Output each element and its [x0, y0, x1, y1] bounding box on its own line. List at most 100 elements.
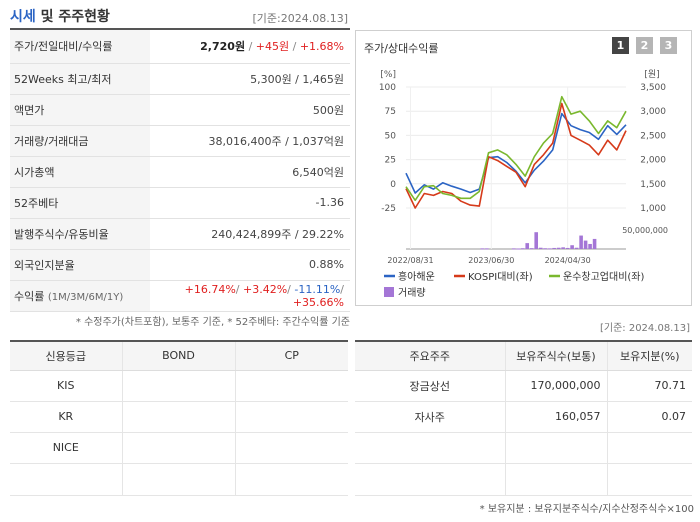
- row-value: -1.36: [150, 187, 350, 219]
- chart-tab-3[interactable]: 3: [660, 37, 677, 54]
- row-label: 거래량/거래대금: [10, 125, 150, 157]
- table-row: KIS: [10, 370, 348, 402]
- volume-bar: [529, 248, 534, 250]
- section-title-rest: 및 주주현황: [35, 9, 110, 25]
- legend-swatch: [384, 287, 394, 297]
- right-tick-label: 1,000: [640, 204, 666, 214]
- rating-agency: KR: [10, 401, 122, 433]
- volume-bar: [511, 248, 516, 250]
- table-row: 액면가 500원: [10, 94, 350, 126]
- table-row: 발행주식수/유동비율 240,424,899주 / 29.22%: [10, 218, 350, 250]
- right-tick-label: 2,000: [640, 156, 666, 166]
- volume-tick-label: 50,000,000: [622, 226, 668, 235]
- row-label: 수익률 (1M/3M/6M/1Y): [10, 280, 150, 312]
- rating-agency: NICE: [10, 432, 122, 464]
- price-change-rate: +1.68%: [299, 40, 344, 54]
- holder-shares: 160,057: [504, 401, 607, 433]
- volume-bar: [538, 247, 543, 249]
- row-value: 2,720원 / +45원 / +1.68%: [150, 30, 350, 64]
- row-value: 240,424,899주 / 29.22%: [150, 218, 350, 250]
- chart-panel: [%] [원] 100 3,500 75 3,000 50 2,500 25 2,000 0 1,50…: [355, 30, 692, 306]
- holder-name: 자사주: [355, 401, 505, 433]
- return-6m: -11.11%: [294, 282, 341, 296]
- table-row: 장금상선 170,000,000 70.71: [355, 370, 692, 402]
- price-change: +45원: [255, 40, 290, 54]
- row-label: 외국인지분율: [10, 249, 150, 281]
- volume-bar: [565, 247, 570, 249]
- row-label: 52주베타: [10, 187, 150, 219]
- holder-shares: [504, 432, 607, 464]
- volume-bar: [552, 247, 556, 249]
- rating-agency: KIS: [10, 370, 122, 402]
- rating-agency: [10, 463, 122, 496]
- volume-bar: [592, 238, 597, 249]
- base-date: [기준:2024.08.13]: [252, 12, 348, 25]
- chart-tab-2[interactable]: 2: [636, 37, 653, 54]
- right-axis-unit: [원]: [644, 69, 659, 80]
- volume-bar: [525, 243, 530, 249]
- volume-bar: [579, 235, 583, 249]
- price-table: 주가/전일대비/수익률 2,720원 / +45원 / +1.68% 52Wee…: [10, 30, 350, 312]
- chart-tab-1[interactable]: 1: [612, 37, 629, 54]
- table-row: 주가/전일대비/수익률 2,720원 / +45원 / +1.68%: [10, 30, 350, 64]
- row-value: +16.74%/ +3.42%/ -11.11%/ +35.66%: [150, 280, 350, 312]
- section-title-main: 시세: [10, 9, 36, 25]
- volume-bar: [480, 248, 485, 250]
- right-tick-label: 3,500: [640, 83, 666, 93]
- credit-rating-table: 신용등급 BOND CP KIS KR NICE: [10, 340, 348, 496]
- right-tick-label: 3,000: [640, 107, 666, 117]
- holder-name: 장금상선: [355, 370, 505, 402]
- x-tick-label: 2024/04/30: [545, 256, 591, 265]
- x-tick-label: 2022/08/31: [387, 256, 433, 265]
- row-value: 6,540억원: [150, 156, 350, 188]
- holder-name: [355, 463, 505, 496]
- table-row: 수익률 (1M/3M/6M/1Y) +16.74%/ +3.42%/ -11.1…: [10, 280, 350, 312]
- volume-bar: [574, 247, 579, 249]
- right-tick-label: 1,500: [640, 180, 666, 190]
- row-label: 52Weeks 최고/최저: [10, 63, 150, 95]
- volume-bar: [570, 245, 574, 249]
- col-header: 보유지분(%): [606, 341, 692, 371]
- left-tick-label: 75: [385, 107, 396, 117]
- row-value: 500원: [150, 94, 350, 126]
- cp-rating: [234, 432, 348, 464]
- row-label: 시가총액: [10, 156, 150, 188]
- volume-bar: [516, 248, 521, 250]
- col-header: CP: [234, 341, 348, 371]
- table-row: 52Weeks 최고/최저 5,300원 / 1,465원: [10, 63, 350, 95]
- bond-rating: [121, 401, 235, 433]
- legend-label: 거래량: [398, 287, 426, 299]
- return-1y: +35.66%: [292, 295, 344, 309]
- series-line-industry: [405, 95, 627, 202]
- volume-bar: [588, 243, 592, 249]
- row-value: 0.88%: [150, 249, 350, 281]
- left-tick-label: 100: [379, 83, 396, 93]
- row-label: 발행주식수/유동비율: [10, 218, 150, 250]
- volume-bar: [534, 232, 539, 249]
- table-row: [10, 463, 348, 496]
- table-header-row: 주요주주 보유주식수(보통) 보유지분(%): [355, 341, 692, 371]
- series-line-price: [405, 112, 627, 194]
- chart-title: 주가/상대수익률: [364, 42, 439, 55]
- volume-bar: [583, 240, 588, 249]
- x-tick-label: 2023/06/30: [468, 256, 514, 265]
- volume-bar: [520, 248, 525, 250]
- col-header: BOND: [121, 341, 235, 371]
- section-title: 시세 및 주주현황: [10, 6, 110, 26]
- left-tick-label: 25: [385, 156, 396, 166]
- cp-rating: [234, 401, 348, 433]
- row-value: 38,016,400주 / 1,037억원: [150, 125, 350, 157]
- right-tick-label: 2,500: [640, 131, 666, 141]
- table-header-row: 신용등급 BOND CP: [10, 341, 348, 371]
- left-tick-label: 0: [390, 180, 396, 190]
- current-price: 2,720원: [200, 40, 246, 54]
- return-label: 수익률: [14, 289, 45, 303]
- col-header: 신용등급: [10, 341, 122, 371]
- table-row: KR: [10, 401, 348, 433]
- volume-bar: [556, 247, 561, 249]
- bond-rating: [121, 432, 235, 464]
- shareholder-footnote: * 보유지분 : 보유지분주식수/지수산정주식수×100: [479, 504, 694, 515]
- holder-percent: [606, 463, 692, 496]
- left-tick-label: 50: [385, 131, 397, 141]
- left-tick-label: -25: [381, 204, 396, 214]
